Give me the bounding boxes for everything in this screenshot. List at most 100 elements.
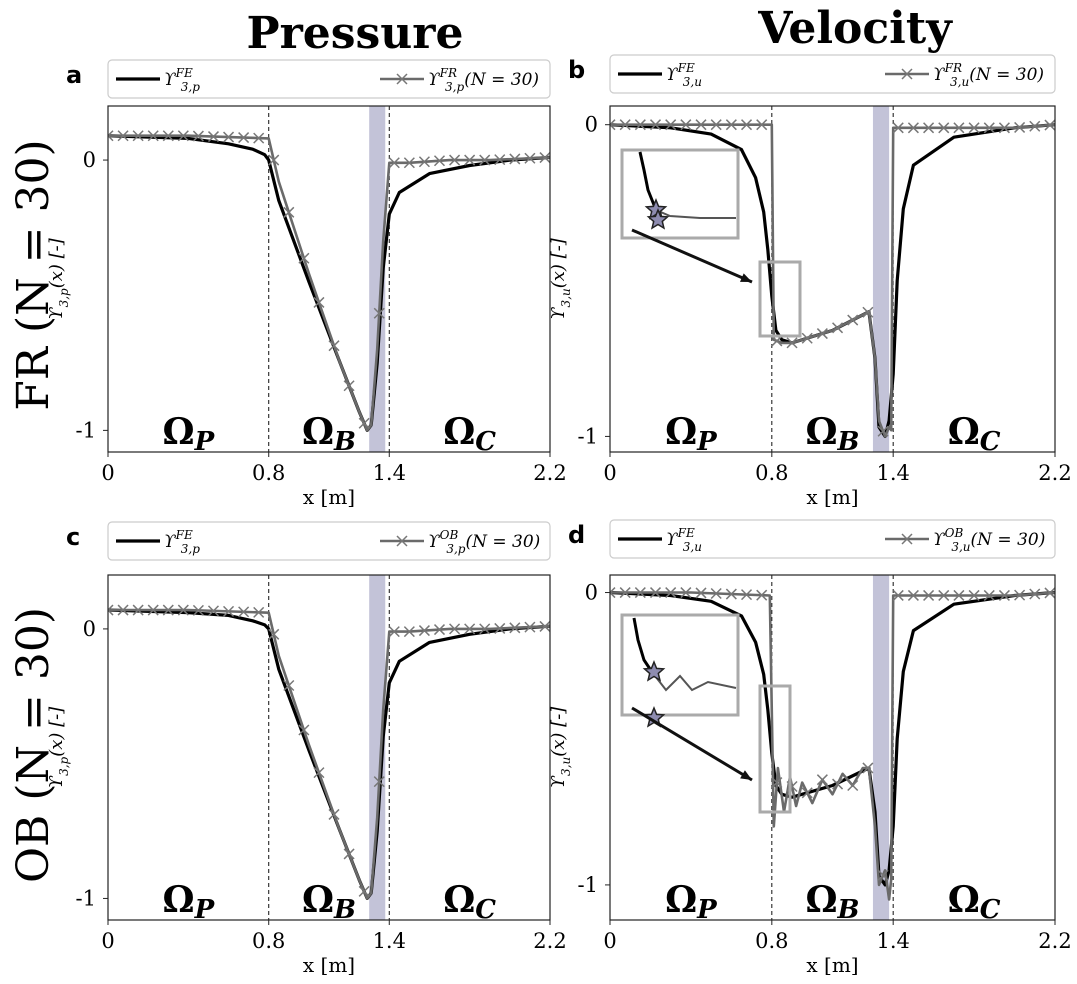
series-marker (771, 777, 783, 789)
series-marker (524, 621, 536, 633)
series-marker (403, 626, 415, 638)
x-tick-label: 0 (603, 461, 616, 485)
x-tick-label: 2.2 (533, 461, 566, 485)
x-tick-label: 0.8 (755, 461, 788, 485)
series-marker (177, 604, 189, 616)
series-marker (1044, 587, 1055, 599)
series-marker (619, 119, 631, 131)
series-marker (649, 119, 662, 131)
y-tick-label: 0 (83, 148, 96, 172)
series-marker (147, 604, 159, 616)
x-axis-label: x [m] (303, 485, 355, 509)
region-label: ΩP (163, 411, 216, 457)
x-tick-label: 0.8 (252, 461, 285, 485)
panel-d: 0 0.8 1.4 2.2 0 -1 x [m] ϒ3,u(x) [-] ΩP ΩB ΩC d ϒFE 3… (548, 519, 1072, 977)
series-marker (223, 605, 235, 617)
series-marker (892, 122, 904, 134)
series-marker (923, 589, 935, 601)
series-marker (877, 869, 889, 881)
series-marker (953, 589, 965, 601)
series-marker (162, 130, 174, 142)
series-marker (509, 622, 521, 634)
series-marker (479, 154, 491, 166)
row-title-fr: FR (N = 30) (8, 139, 59, 410)
y-tick-label: 0 (585, 113, 598, 137)
series-marker (756, 589, 768, 601)
x-tick-label: 1.4 (876, 929, 909, 953)
y-tick-label: 0 (585, 581, 598, 605)
shaded-band (369, 106, 386, 452)
series-marker (907, 122, 919, 134)
series-marker (816, 774, 828, 786)
y-tick-label: 0 (83, 617, 96, 641)
y-axis-label: ϒ3,p(x) [-] (46, 706, 71, 789)
series-marker (223, 131, 235, 143)
region-label: ΩP (163, 879, 216, 925)
series-marker (328, 808, 340, 820)
series-marker (162, 604, 174, 616)
series-marker (649, 587, 662, 599)
series-marker (862, 762, 874, 774)
zoom-arrow-head (740, 770, 752, 780)
panel-letter: b (568, 56, 585, 84)
series-marker (464, 154, 476, 166)
series-marker (725, 588, 737, 600)
series-marker (1014, 589, 1026, 601)
x-tick-label: 0 (101, 929, 114, 953)
series-marker (253, 132, 265, 144)
y-tick-label: -1 (76, 886, 96, 910)
legend: ϒFE 3,u ϒOB 3,u(N = 30) (609, 519, 1056, 559)
region-label: ΩB (302, 879, 356, 925)
axes-frame (107, 105, 551, 453)
column-title-pressure: Pressure (247, 8, 464, 59)
shaded-band (872, 106, 890, 452)
series-marker (847, 314, 859, 326)
series-marker (108, 130, 114, 142)
series-marker (801, 787, 813, 799)
legend: ϒFE 3,u ϒFR 3,u(N = 30) (609, 54, 1056, 94)
series-marker (862, 306, 874, 318)
x-tick-label: 0.8 (252, 929, 285, 953)
series-marker (710, 119, 722, 131)
series-marker (998, 589, 1010, 601)
x-tick-label: 2.2 (533, 929, 566, 953)
series-marker (786, 337, 798, 349)
series-marker (328, 340, 340, 352)
column-title-velocity: Velocity (757, 3, 953, 54)
y-axis-label: ϒ3,u(x) [-] (548, 237, 573, 320)
series-marker (938, 589, 950, 601)
series-marker (313, 296, 325, 308)
y-axis-label: ϒ3,p(x) [-] (46, 237, 71, 320)
series-marker (117, 604, 129, 616)
series-marker (725, 119, 737, 131)
series-marker (117, 130, 129, 142)
series-marker (358, 885, 370, 897)
series-marker (388, 157, 400, 169)
region-label: ΩC (948, 879, 1001, 925)
series-marker (207, 605, 220, 617)
series-marker (192, 604, 204, 616)
panel-a: 0 0.8 1.4 2.20-1x [m]ϒ3,p(x) [-]ΩP ΩB ΩCa ϒFE 3… (46, 59, 567, 509)
series-marker (433, 624, 446, 636)
y-tick-label: -1 (76, 418, 96, 442)
series-marker (847, 779, 859, 792)
series-marker (695, 119, 707, 131)
series-line-reduced (108, 608, 550, 900)
series-marker (756, 119, 768, 131)
series-marker (1044, 119, 1055, 131)
shaded-band (872, 575, 890, 920)
series-marker (343, 380, 355, 392)
series-marker (132, 604, 144, 616)
series-marker (343, 848, 355, 860)
x-tick-label: 1.4 (373, 461, 406, 485)
x-axis-label: x [m] (806, 485, 858, 509)
series-marker (132, 130, 144, 142)
y-axis-label: ϒ3,u(x) [-] (548, 706, 573, 789)
panel-b: 0 0.8 1.4 2.20-1x [m]ϒ3,u(x) [-]ΩP ΩB ΩCb ϒFE 3… (548, 54, 1072, 509)
region-label: ΩC (443, 879, 496, 925)
